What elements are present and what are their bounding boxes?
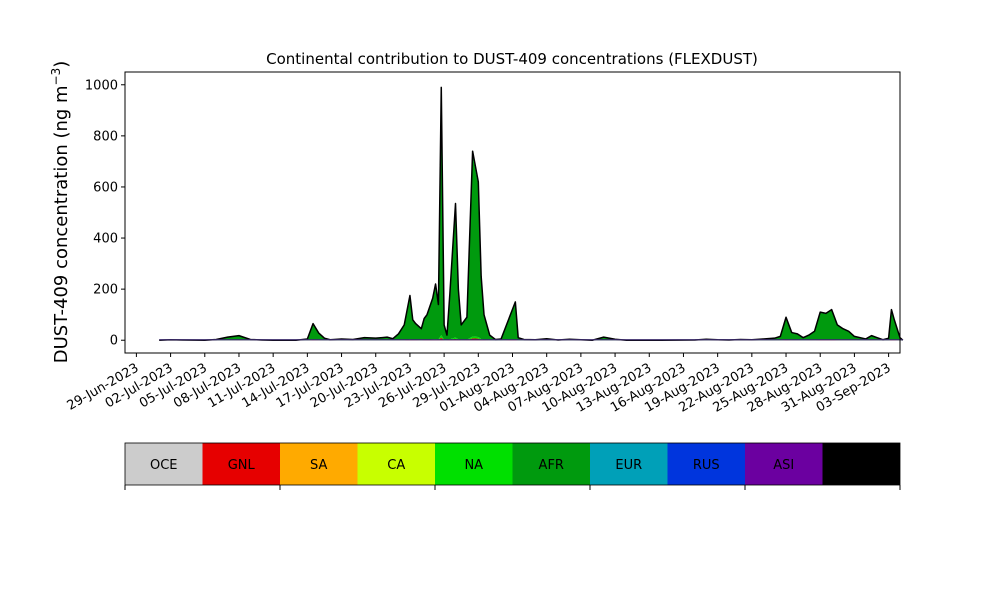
- legend-label-rus: RUS: [693, 458, 720, 473]
- legend-label-gnl: GNL: [228, 458, 256, 473]
- x-axis: 29-Jun-202302-Jul-202305-Jul-202308-Jul-…: [65, 353, 894, 416]
- legend-label-aus: AUS: [848, 458, 875, 473]
- y-tick-label: 800: [93, 129, 118, 144]
- y-tick-label: 0: [110, 334, 118, 349]
- plot-area: [159, 86, 904, 341]
- y-axis-label: DUST-409 concentration (ng m−3): [49, 61, 72, 364]
- legend-swatch-gnl: [202, 443, 280, 485]
- chart-title: Continental contribution to DUST-409 con…: [266, 50, 758, 68]
- area-afr: [159, 92, 903, 341]
- legend-label-ca: CA: [387, 458, 405, 473]
- legend-swatch-ca: [357, 443, 435, 485]
- legend-frame: [124, 442, 901, 486]
- legend-swatch-na: [435, 443, 513, 485]
- legend-swatch-oce: [125, 443, 203, 485]
- area-rus: [159, 89, 903, 341]
- y-tick-label: 1000: [85, 78, 118, 93]
- legend-swatch-afr: [512, 443, 590, 485]
- legend-label-sa: SA: [310, 458, 327, 473]
- legend-label-eur: EUR: [615, 458, 642, 473]
- plot-frame: [124, 71, 901, 354]
- legend-swatch-aus: [822, 443, 900, 485]
- y-tick-label: 600: [93, 180, 118, 195]
- legend-swatch-eur: [590, 443, 668, 485]
- legend-swatch-asi: [745, 443, 823, 485]
- y-axis: 0 200 400 600 800 1000: [85, 78, 125, 349]
- total-line: [159, 86, 904, 341]
- area-asi: [159, 87, 903, 341]
- legend-swatch-sa: [280, 443, 358, 485]
- legend-label-asi: ASI: [773, 458, 794, 473]
- legend-label-na: NA: [464, 458, 483, 473]
- legend-swatch-rus: [667, 443, 745, 485]
- legend-label-oce: OCE: [150, 458, 178, 473]
- legend-colorbar: OCE GNL SA CA NA AFR EUR RUS ASI AUS: [124, 442, 901, 490]
- legend-label-afr: AFR: [539, 458, 564, 473]
- y-tick-label: 400: [93, 232, 118, 247]
- y-tick-label: 200: [93, 283, 118, 298]
